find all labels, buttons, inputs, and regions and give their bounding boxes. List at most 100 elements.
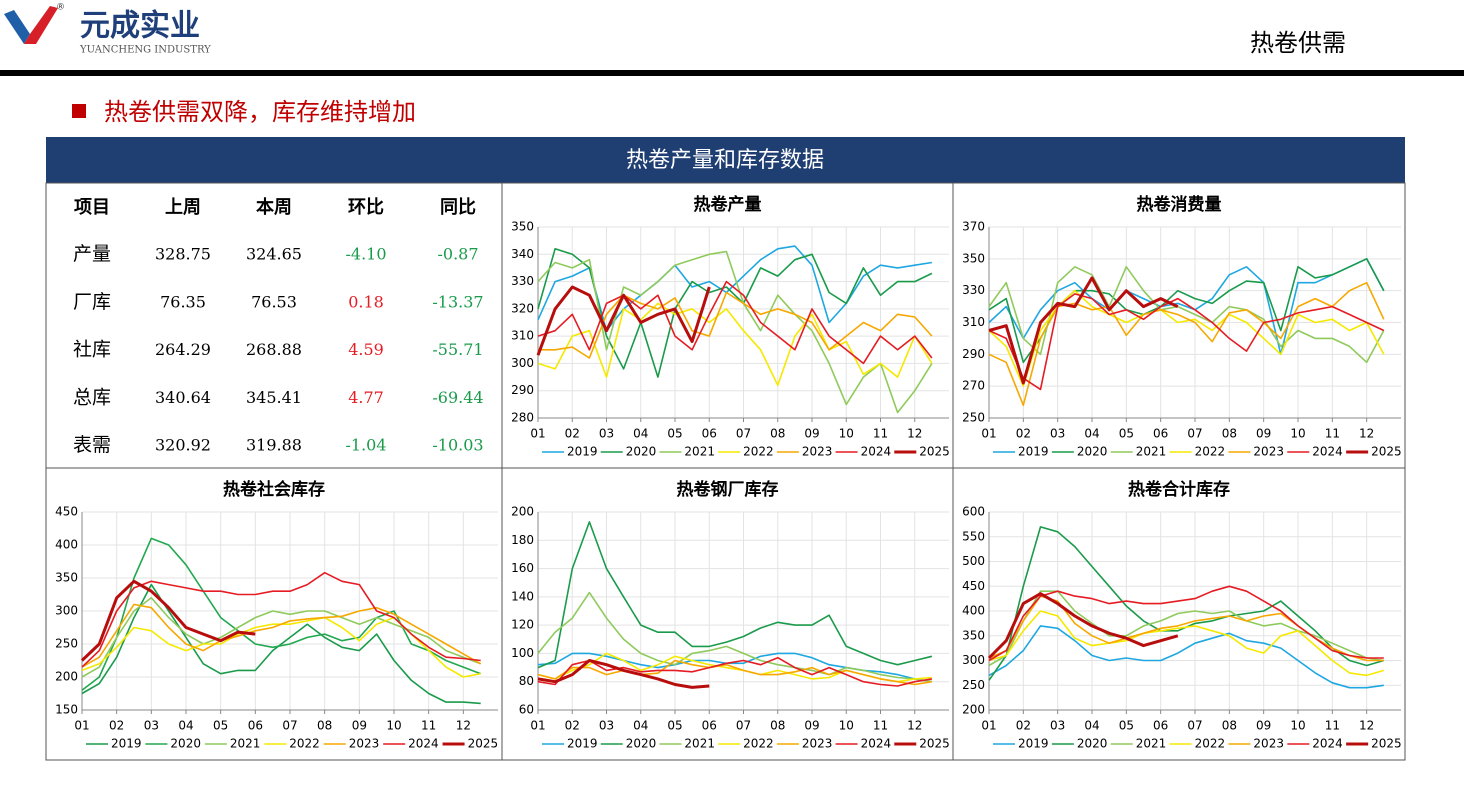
legend-label: 2019 [111, 737, 142, 751]
table-cell: 产量 [73, 243, 111, 265]
y-tick-label: 300 [962, 653, 985, 667]
logo-shape [4, 10, 30, 44]
table-cell: 328.75 [155, 245, 211, 264]
table-cell: 厂库 [73, 291, 111, 313]
legend-label: 2021 [684, 737, 715, 751]
series-line [537, 302, 933, 387]
y-tick-label: 550 [962, 529, 985, 543]
logo-shape [24, 6, 58, 44]
table-cell: -1.04 [345, 436, 386, 455]
series-line [537, 656, 933, 687]
legend-label: 2021 [684, 445, 715, 459]
table-cell: 340.64 [155, 388, 211, 407]
series-line [988, 526, 1385, 681]
series-line [81, 603, 482, 668]
x-tick-label: 06 [1153, 719, 1168, 733]
table-header: 环比 [348, 197, 384, 218]
x-tick-label: 11 [873, 719, 888, 733]
series-line [988, 585, 1384, 662]
legend-label: 2020 [626, 737, 657, 751]
banner-title: 热卷产量和库存数据 [626, 148, 824, 173]
y-tick-label: 250 [962, 678, 985, 692]
series-line [988, 281, 1385, 407]
x-tick-label: 08 [1222, 719, 1237, 733]
series-line [988, 276, 1179, 385]
x-tick-label: 03 [144, 719, 159, 733]
legend-label: 2019 [1018, 737, 1049, 751]
y-tick-label: 600 [962, 505, 985, 519]
y-tick-label: 200 [511, 505, 534, 519]
x-tick-label: 06 [702, 427, 717, 441]
table-cell: -69.44 [432, 388, 483, 407]
x-tick-label: 12 [1359, 427, 1374, 441]
table-cell: -13.37 [432, 292, 483, 311]
table-cell: 345.41 [246, 388, 302, 407]
y-tick-label: 330 [511, 274, 534, 288]
x-tick-label: 10 [1290, 427, 1305, 441]
series-line [537, 591, 933, 683]
y-tick-label: 310 [962, 315, 985, 329]
y-tick-label: 330 [962, 283, 985, 297]
chart-title: 热卷社会库存 [223, 479, 325, 500]
x-tick-label: 01 [981, 719, 996, 733]
y-tick-label: 160 [511, 561, 534, 575]
legend-label: 2025 [468, 737, 499, 751]
x-tick-label: 02 [565, 719, 580, 733]
table-cell: 表需 [73, 434, 111, 456]
legend-label: 2020 [626, 445, 657, 459]
x-tick-label: 07 [282, 719, 297, 733]
series-line [536, 285, 711, 356]
bullet [72, 104, 86, 118]
table-cell: 319.88 [246, 436, 302, 455]
legend-label: 2020 [1077, 737, 1108, 751]
table-cell: 324.65 [246, 245, 302, 264]
series-line [537, 659, 710, 689]
x-tick-label: 08 [770, 719, 785, 733]
series-line [81, 571, 481, 668]
y-tick-label: 200 [55, 670, 78, 684]
legend-label: 2024 [1312, 737, 1343, 751]
legend-label: 2021 [1136, 445, 1167, 459]
y-tick-label: 300 [511, 356, 534, 370]
table-cell: 320.92 [155, 436, 211, 455]
x-tick-label: 01 [74, 719, 89, 733]
x-tick-label: 03 [1050, 427, 1065, 441]
legend-label: 2022 [289, 737, 320, 751]
legend-label: 2023 [802, 445, 833, 459]
table-header: 上周 [165, 197, 201, 218]
x-tick-label: 01 [981, 427, 996, 441]
x-tick-label: 06 [702, 719, 717, 733]
y-tick-label: 80 [519, 674, 534, 688]
legend-label: 2025 [1371, 445, 1402, 459]
legend-label: 2024 [861, 737, 892, 751]
legend-label: 2023 [1253, 445, 1284, 459]
y-tick-label: 300 [55, 604, 78, 618]
y-tick-label: 350 [962, 628, 985, 642]
legend-label: 2020 [1077, 445, 1108, 459]
table-header: 项目 [74, 197, 110, 218]
table-cell: -4.10 [345, 245, 386, 264]
chart-title: 热卷产量 [694, 194, 762, 215]
legend-label: 2020 [170, 737, 201, 751]
legend-label: 2022 [743, 445, 774, 459]
x-tick-label: 08 [770, 427, 785, 441]
y-tick-label: 450 [962, 579, 985, 593]
table-header: 同比 [440, 197, 476, 218]
logo-name: 元成实业 [80, 9, 200, 44]
x-tick-label: 04 [1084, 427, 1099, 441]
x-tick-label: 03 [1050, 719, 1065, 733]
x-tick-label: 10 [386, 719, 401, 733]
legend-label: 2022 [1195, 737, 1226, 751]
y-tick-label: 350 [511, 220, 534, 234]
y-tick-label: 340 [511, 247, 534, 261]
y-tick-label: 120 [511, 618, 534, 632]
y-tick-label: 60 [519, 703, 534, 717]
y-tick-label: 290 [511, 383, 534, 397]
table-cell: 4.59 [348, 340, 384, 359]
series-line [988, 610, 1385, 677]
legend-label: 2021 [1136, 737, 1167, 751]
legend-label: 2019 [567, 737, 598, 751]
logo-sub: YUANCHENG INDUSTRY [79, 45, 211, 56]
x-tick-label: 02 [565, 427, 580, 441]
table-cell: -10.03 [432, 436, 483, 455]
